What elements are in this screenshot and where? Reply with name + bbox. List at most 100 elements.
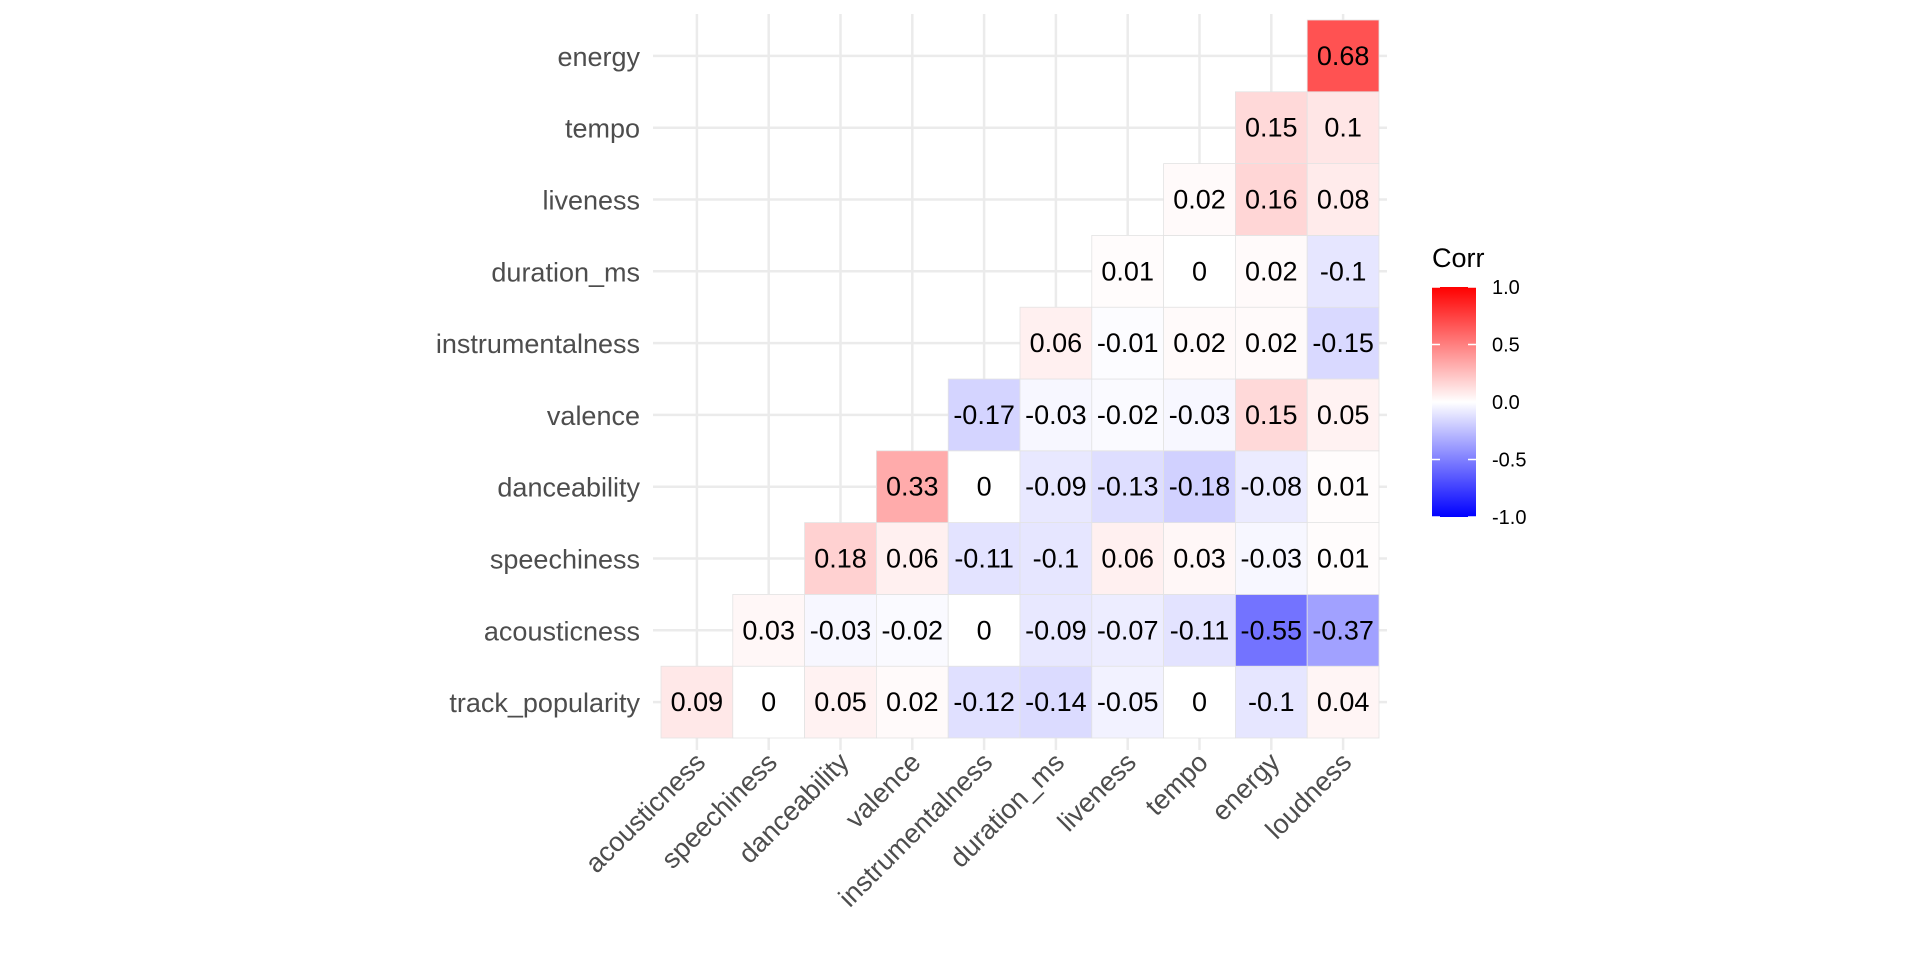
cell-value-label: -0.37 (1312, 615, 1374, 645)
legend: Corr 1.0 0.5 0.0 -0.5 -1.0 (1432, 243, 1526, 529)
heatmap-cell (1019, 378, 1093, 452)
legend-tick-label: 0.0 (1492, 392, 1520, 414)
heatmap-cell (1091, 450, 1165, 523)
heatmap-cell (1019, 450, 1093, 523)
heatmap-cell (1163, 378, 1236, 452)
cell-value-label: 0.06 (886, 544, 939, 574)
legend-title: Corr (1432, 243, 1485, 273)
heatmap-cell (1163, 594, 1236, 667)
cell-value-label: -0.03 (1169, 400, 1231, 430)
heatmap-cell (876, 594, 949, 667)
cell-value-label: -0.02 (1097, 400, 1159, 430)
heatmap-cell (1163, 234, 1236, 308)
cell-value-label: -0.07 (1097, 615, 1159, 645)
cell-value-label: -0.17 (953, 400, 1015, 430)
heatmap-cell (1019, 665, 1093, 739)
heatmap-cell (1235, 665, 1308, 739)
heatmap-cell (1306, 665, 1380, 739)
cell-value-label: 0.06 (1101, 544, 1154, 574)
heatmap-cell (1235, 306, 1308, 380)
cell-value-label: 0.02 (1245, 328, 1298, 358)
heatmap-cell (947, 522, 1021, 595)
cell-value-label: 0.03 (1173, 544, 1226, 574)
cell-value-label: -0.01 (1097, 328, 1159, 358)
heatmap-cell (1091, 665, 1165, 739)
legend-tick-label: 1.0 (1492, 277, 1520, 299)
heatmap-cell (947, 378, 1021, 452)
heatmap-cell (947, 594, 1021, 667)
y-tick-label: energy (557, 42, 640, 72)
heatmap-cell (1235, 91, 1308, 165)
y-tick-label: track_popularity (449, 688, 640, 718)
cell-value-label: -0.11 (1170, 615, 1230, 645)
cell-value-label: 0.02 (1173, 328, 1226, 358)
cell-value-label: -0.02 (882, 615, 944, 645)
heatmap-cell (1306, 234, 1380, 308)
heatmap-cell (804, 522, 877, 595)
cell-value-label: -0.13 (1097, 472, 1159, 502)
x-axis-labels: acousticnessspeechinessdanceabilityvalen… (580, 747, 1358, 913)
heatmap-cell (1306, 522, 1380, 595)
cell-value-label: -0.55 (1241, 615, 1303, 645)
heatmap-cell (732, 665, 805, 739)
heatmap-cell (947, 665, 1021, 739)
cell-value-label: 0 (761, 687, 776, 717)
cell-value-label: 0.02 (1245, 256, 1298, 286)
heatmap-cell (1306, 450, 1380, 523)
y-tick-label: speechiness (490, 545, 640, 575)
cell-value-label: 0.01 (1317, 472, 1370, 502)
cell-value-label: 0.04 (1317, 687, 1370, 717)
y-tick-label: danceability (497, 473, 640, 503)
cell-value-label: -0.18 (1169, 472, 1231, 502)
heatmap-cell (1235, 234, 1308, 308)
heatmap-cell (1019, 522, 1093, 595)
heatmap-cell (947, 450, 1021, 523)
cell-value-label: 0.15 (1245, 113, 1298, 143)
cell-value-label: 0.09 (671, 687, 724, 717)
heatmap-cell (1019, 306, 1093, 380)
y-tick-label: duration_ms (491, 257, 640, 287)
cell-value-label: 0.18 (814, 544, 867, 574)
cell-value-label: -0.09 (1025, 472, 1087, 502)
cell-value-label: -0.14 (1025, 687, 1087, 717)
heatmap-cell (660, 665, 734, 739)
heatmap-cell (1235, 522, 1308, 595)
legend-tick-label: 0.5 (1492, 335, 1520, 357)
heatmap-cells: 0.09 0 0.05 0.02 -0.12 -0.14 -0.05 0 -0.1 0.04 0.0… (660, 19, 1380, 739)
cell-value-label: -0.1 (1033, 544, 1080, 574)
cell-value-label: 0 (1192, 256, 1207, 286)
cell-value-label: 0.06 (1030, 328, 1083, 358)
heatmap-cell (1306, 19, 1380, 93)
y-tick-label: tempo (565, 114, 640, 144)
y-axis-labels: track_popularity acousticness speechiness d… (436, 42, 641, 718)
cell-value-label: -0.11 (954, 544, 1014, 574)
x-tick-label: tempo (1139, 747, 1213, 821)
legend-tick-label: -1.0 (1492, 507, 1526, 529)
cell-value-label: 0.08 (1317, 185, 1370, 215)
cell-value-label: 0.05 (814, 687, 867, 717)
heatmap-cell (1306, 594, 1380, 667)
heatmap-cell (1306, 163, 1380, 236)
cell-value-label: -0.1 (1320, 256, 1367, 286)
heatmap-cell (876, 450, 949, 523)
cell-value-label: 0.02 (886, 687, 939, 717)
heatmap-cell (876, 522, 949, 595)
cell-value-label: -0.09 (1025, 615, 1087, 645)
y-tick-label: liveness (542, 186, 640, 216)
x-tick-label: liveness (1052, 747, 1142, 837)
heatmap-cell (1091, 594, 1165, 667)
cell-value-label: -0.15 (1312, 328, 1374, 358)
heatmap-cell (1091, 378, 1165, 452)
cell-value-label: -0.03 (810, 615, 872, 645)
cell-value-label: -0.03 (1241, 544, 1303, 574)
heatmap-cell (1306, 306, 1380, 380)
heatmap-cell (1163, 306, 1236, 380)
cell-value-label: 0.15 (1245, 400, 1298, 430)
heatmap-cell (1091, 234, 1165, 308)
cell-value-label: 0.16 (1245, 185, 1298, 215)
cell-value-label: 0.33 (886, 472, 939, 502)
heatmap-cell (732, 594, 805, 667)
cell-value-label: -0.12 (953, 687, 1015, 717)
cell-value-label: 0 (1192, 687, 1207, 717)
